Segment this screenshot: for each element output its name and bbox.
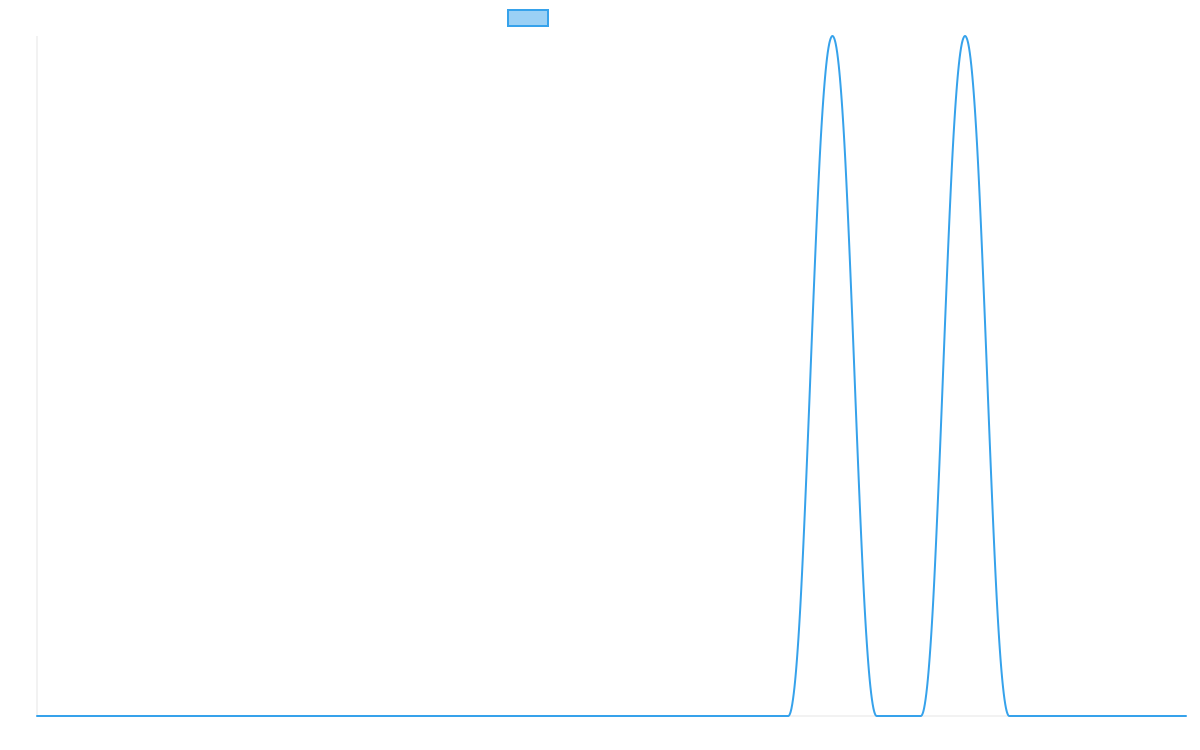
series-layer — [36, 35, 1187, 717]
axes-layer — [36, 36, 1186, 717]
legend[interactable] — [507, 9, 549, 27]
series-line-0 — [36, 35, 1187, 717]
legend-swatch[interactable] — [507, 9, 549, 27]
